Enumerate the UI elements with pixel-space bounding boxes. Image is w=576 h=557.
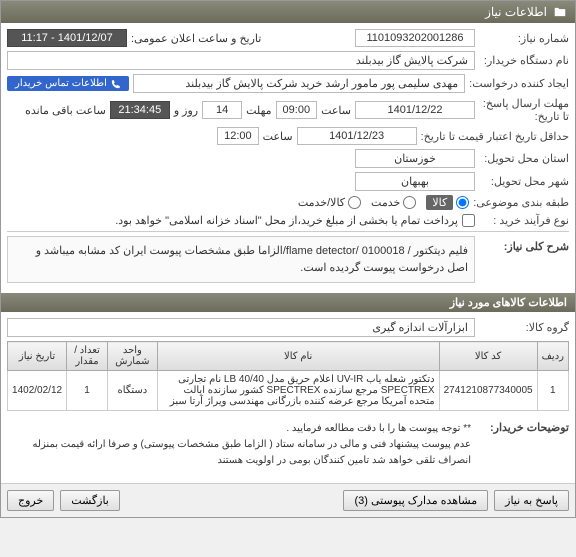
table-head: ردیف کد کالا نام کالا واحد شمارش تعداد /… bbox=[8, 342, 569, 371]
city-label: شهر محل تحویل: bbox=[479, 175, 569, 188]
reply-days-unit: روز و bbox=[174, 104, 198, 117]
cell-name: دتکتور شعله یاب UV-IR اعلام حریق مدل LB … bbox=[157, 371, 439, 411]
reply-deadline-label: مهلت ارسال پاسخ: تا تاریخ: bbox=[479, 97, 569, 123]
reply-days-label: مهلت bbox=[246, 104, 271, 117]
cell-code: 2741210877340005 bbox=[439, 371, 537, 411]
radio-both[interactable]: کالا/خدمت bbox=[298, 196, 361, 209]
process-type-label: نوع فرآیند خرید : bbox=[479, 214, 569, 227]
titlebar: اطلاعات نیاز bbox=[1, 1, 575, 23]
province-label: استان محل تحویل: bbox=[479, 152, 569, 165]
desc-label: شرح کلی نیاز: bbox=[479, 240, 569, 253]
process-type-note: پرداخت تمام یا بخشی از مبلغ خرید،از محل … bbox=[115, 214, 458, 227]
reply-button[interactable]: پاسخ به نیاز bbox=[494, 490, 569, 511]
col-row: ردیف bbox=[537, 342, 568, 371]
col-unit: واحد شمارش bbox=[107, 342, 157, 371]
radio-khedmat[interactable]: خدمت bbox=[371, 196, 416, 209]
goods-group-label: گروه کالا: bbox=[479, 321, 569, 334]
deadline-time-label: ساعت bbox=[263, 130, 293, 143]
remaining-label: ساعت باقی مانده bbox=[25, 104, 106, 117]
radio-kala-input[interactable] bbox=[456, 196, 469, 209]
radio-khedmat-input[interactable] bbox=[403, 196, 416, 209]
reply-date-value: 1401/12/22 bbox=[355, 101, 475, 119]
remarks-text: ** توجه پیوست ها را با دقت مطالعه فرمایی… bbox=[7, 417, 475, 473]
exit-button[interactable]: خروج bbox=[7, 490, 54, 511]
remaining-value: 21:34:45 bbox=[110, 101, 170, 119]
deadline-time-value: 12:00 bbox=[217, 127, 259, 145]
attachments-button[interactable]: مشاهده مدارک پیوستی (3) bbox=[343, 490, 488, 511]
desc-text: فلیم دیتکتور / flame detector/ 0100018/ا… bbox=[7, 236, 475, 283]
radio-kala[interactable]: کالا bbox=[426, 195, 469, 210]
table-row[interactable]: 1 2741210877340005 دتکتور شعله یاب UV-IR… bbox=[8, 371, 569, 411]
col-code: کد کالا bbox=[439, 342, 537, 371]
contact-buyer-button[interactable]: اطلاعات تماس خریدار bbox=[7, 76, 129, 91]
contact-btn-label: اطلاعات تماس خریدار bbox=[15, 78, 107, 89]
goods-header: اطلاعات کالاهای مورد نیاز bbox=[1, 293, 575, 312]
buyer-org-value: شرکت پالایش گاز بیدبلند bbox=[7, 51, 475, 70]
cell-date: 1402/02/12 bbox=[8, 371, 67, 411]
col-name: نام کالا bbox=[157, 342, 439, 371]
request-info-window: اطلاعات نیاز شماره نیاز: 110109320200128… bbox=[0, 0, 576, 518]
col-qty: تعداد / مقدار bbox=[67, 342, 108, 371]
divider bbox=[7, 231, 569, 232]
cell-row: 1 bbox=[537, 371, 568, 411]
cell-qty: 1 bbox=[67, 371, 108, 411]
announce-value: 1401/12/07 - 11:17 bbox=[7, 29, 127, 47]
process-type-checkbox[interactable] bbox=[462, 214, 475, 227]
buyer-org-label: نام دستگاه خریدار: bbox=[479, 54, 569, 67]
req-no-label: شماره نیاز: bbox=[479, 32, 569, 45]
cell-unit: دستگاه bbox=[107, 371, 157, 411]
deadline-label: حداقل تاریخ اعتبار قیمت تا تاریخ: bbox=[421, 130, 569, 143]
creator-label: ایجاد کننده درخواست: bbox=[469, 77, 569, 90]
remarks-label: توضیحات خریدار: bbox=[479, 421, 569, 434]
main-form: شماره نیاز: 1101093202001286 تاریخ و ساع… bbox=[1, 23, 575, 293]
announce-label: تاریخ و ساعت اعلان عمومی: bbox=[131, 32, 261, 45]
product-class-radio-group: کالا خدمت کالا/خدمت bbox=[298, 195, 469, 210]
creator-value: مهدی سلیمی پور مامور ارشد خرید شرکت پالا… bbox=[133, 74, 465, 93]
deadline-date-value: 1401/12/23 bbox=[297, 127, 417, 145]
col-date: تاریخ نیاز bbox=[8, 342, 67, 371]
reply-days-value: 14 bbox=[202, 101, 242, 119]
req-no-value: 1101093202001286 bbox=[355, 29, 475, 47]
goods-group-value: ابزارآلات اندازه گیری bbox=[7, 318, 475, 337]
back-button[interactable]: بازگشت bbox=[60, 490, 120, 511]
remarks-line1: ** توجه پیوست ها را با دقت مطالعه فرمایی… bbox=[11, 421, 471, 437]
folder-icon bbox=[553, 5, 567, 19]
reply-time-value: 09:00 bbox=[276, 101, 318, 119]
goods-table: ردیف کد کالا نام کالا واحد شمارش تعداد /… bbox=[7, 341, 569, 411]
footer: پاسخ به نیاز مشاهده مدارک پیوستی (3) باز… bbox=[1, 483, 575, 517]
province-value: خوزستان bbox=[355, 149, 475, 168]
radio-both-input[interactable] bbox=[348, 196, 361, 209]
remarks-line2: عدم پیوست پیشنهاد فنی و مالی در سامانه س… bbox=[11, 437, 471, 469]
phone-icon bbox=[111, 79, 121, 89]
product-class-label: طبقه بندی موضوعی: bbox=[473, 196, 569, 209]
window-title: اطلاعات نیاز bbox=[485, 5, 547, 19]
city-value: بهبهان bbox=[355, 172, 475, 191]
reply-time-label: ساعت bbox=[321, 104, 351, 117]
